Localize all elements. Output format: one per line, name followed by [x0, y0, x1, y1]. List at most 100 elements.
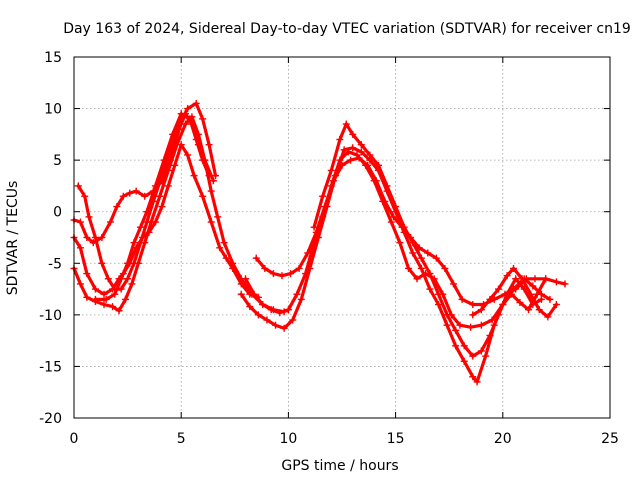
- data-point-marker: [349, 144, 357, 152]
- data-point-marker: [537, 295, 545, 303]
- x-axis-title: GPS time / hours: [281, 458, 398, 474]
- data-point-marker: [89, 239, 97, 247]
- data-point-marker: [336, 136, 344, 144]
- data-point-marker: [409, 239, 417, 247]
- data-point-marker: [85, 213, 93, 221]
- data-point-marker: [143, 218, 151, 226]
- data-point-marker: [443, 311, 451, 319]
- data-point-marker: [527, 290, 535, 298]
- data-point-marker: [272, 321, 280, 329]
- data-point-marker: [306, 264, 314, 272]
- data-point-marker: [124, 259, 132, 267]
- data-point-marker: [392, 203, 400, 211]
- data-point-marker: [81, 192, 89, 200]
- data-point-marker: [83, 293, 91, 301]
- data-point-marker: [216, 244, 224, 252]
- data-point-marker: [533, 290, 541, 298]
- data-point-marker: [409, 249, 417, 257]
- data-point-marker: [250, 290, 258, 298]
- data-point-marker: [190, 172, 198, 180]
- data-point-marker: [184, 151, 192, 159]
- x-tick-label: 0: [70, 431, 79, 447]
- data-point-marker: [332, 172, 340, 180]
- data-point-marker: [477, 306, 485, 314]
- data-point-marker: [452, 342, 460, 350]
- data-point-marker: [229, 259, 237, 267]
- data-point-marker: [284, 306, 292, 314]
- data-point-marker: [156, 192, 164, 200]
- data-point-marker: [98, 234, 106, 241]
- data-point-marker: [449, 280, 457, 288]
- data-point-marker: [209, 177, 217, 185]
- data-point-marker: [486, 295, 494, 303]
- data-point-marker: [323, 203, 331, 211]
- data-point-marker: [297, 295, 305, 303]
- data-point-marker: [100, 290, 108, 298]
- data-point-marker: [83, 270, 91, 278]
- data-point-marker: [199, 156, 207, 164]
- data-point-marker: [319, 192, 327, 200]
- data-point-marker: [477, 321, 485, 329]
- data-point-marker: [104, 275, 112, 283]
- data-point-marker: [340, 146, 348, 154]
- data-point-marker: [426, 285, 434, 293]
- data-point-marker: [119, 192, 127, 200]
- data-point-marker: [91, 295, 99, 303]
- data-point-marker: [106, 218, 114, 226]
- y-tick-label: 15: [44, 50, 62, 66]
- x-tick-label: 15: [387, 431, 405, 447]
- y-tick-label: -20: [39, 411, 62, 427]
- data-point-marker: [91, 285, 99, 293]
- data-point-marker: [261, 264, 269, 272]
- chart-title: Day 163 of 2024, Sidereal Day-to-day VTE…: [63, 21, 631, 37]
- data-point-marker: [130, 259, 138, 267]
- data-point-marker: [387, 218, 395, 226]
- data-point-marker: [76, 244, 84, 252]
- data-point-marker: [169, 130, 177, 138]
- data-point-marker: [199, 115, 207, 123]
- data-point-marker: [458, 295, 466, 303]
- data-point-marker: [132, 187, 140, 195]
- data-point-marker: [310, 223, 318, 231]
- data-point-marker: [525, 306, 533, 314]
- data-point-marker: [293, 290, 301, 298]
- data-point-marker: [353, 151, 361, 159]
- data-point-marker: [342, 120, 350, 128]
- data-point-marker: [121, 295, 129, 303]
- y-tick-label: 5: [53, 153, 62, 169]
- data-point-marker: [495, 311, 503, 319]
- data-point-marker: [100, 301, 108, 309]
- data-point-marker: [278, 272, 286, 280]
- data-point-marker: [456, 321, 464, 329]
- data-point-marker: [205, 172, 213, 180]
- data-point-marker: [460, 357, 468, 365]
- data-point-marker: [512, 275, 520, 283]
- data-point-marker: [379, 197, 387, 205]
- data-point-marker: [151, 182, 159, 190]
- data-point-marker: [143, 208, 151, 216]
- y-tick-label: 0: [53, 205, 62, 221]
- data-point-marker: [516, 298, 524, 306]
- data-point-marker: [136, 223, 144, 231]
- data-point-marker: [434, 301, 442, 309]
- data-point-marker: [460, 342, 468, 350]
- data-point-marker: [287, 270, 295, 278]
- series-track-5: [93, 112, 211, 301]
- data-point-marker: [181, 120, 189, 128]
- data-point-marker: [542, 275, 550, 283]
- data-point-marker: [136, 239, 144, 247]
- data-point-marker: [98, 259, 106, 267]
- data-point-marker: [362, 161, 370, 169]
- data-point-marker: [561, 280, 569, 288]
- data-point-marker: [76, 218, 84, 226]
- data-point-marker: [184, 105, 192, 113]
- data-point-marker: [280, 324, 288, 332]
- data-point-marker: [220, 239, 228, 247]
- data-point-marker: [158, 203, 166, 211]
- data-point-marker: [347, 156, 355, 164]
- data-point-marker: [237, 290, 245, 298]
- y-tick-label: 10: [44, 102, 62, 118]
- data-point-marker: [535, 306, 543, 314]
- data-point-marker: [205, 141, 213, 149]
- data-point-marker: [192, 99, 200, 107]
